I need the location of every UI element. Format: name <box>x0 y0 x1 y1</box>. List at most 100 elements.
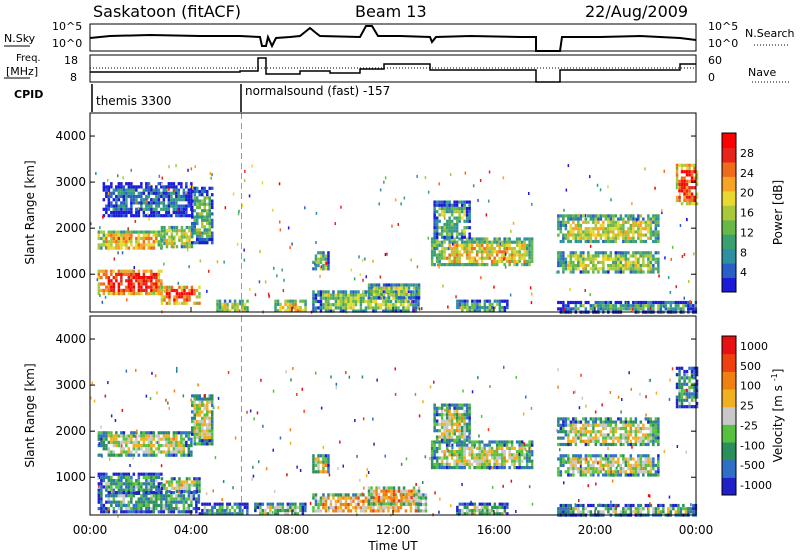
velocity-cell-b1 <box>193 407 196 411</box>
velocity-cell-b3 <box>152 503 156 507</box>
velocity-cell-b2 <box>127 482 131 486</box>
velocity-cell-b8 <box>312 496 315 500</box>
velocity-cell-b12 <box>503 509 507 513</box>
power-cell-b9 <box>344 306 348 310</box>
velocity-cell-b3 <box>130 500 133 504</box>
velocity-cell-b0 <box>115 437 118 441</box>
power-cell-b17 <box>559 307 563 311</box>
velocity-cell-b14 <box>559 430 563 434</box>
velocity-cell-b0 <box>102 431 106 435</box>
power-cell-b14 <box>632 270 635 274</box>
velocity-cell-b0 <box>175 453 178 457</box>
velocity-cell-b1 <box>208 394 211 398</box>
power-cell-b5 <box>140 204 143 208</box>
power-cell-b9 <box>364 293 368 297</box>
power-cell-b13 <box>458 299 462 303</box>
power-cell-b14 <box>574 254 578 258</box>
power-cell-b12 <box>438 200 441 204</box>
power-cell-b2 <box>208 234 211 238</box>
velocity-cell-b10 <box>488 443 491 447</box>
velocity-cell-b11 <box>435 438 439 442</box>
power-cell-b1 <box>178 235 181 239</box>
power-cell-b17 <box>609 307 613 311</box>
power-cell-b14 <box>597 254 600 258</box>
velocity-cell-b3 <box>175 494 178 498</box>
velocity-cell-b13 <box>622 457 625 461</box>
velocity-cell-b13 <box>584 470 588 474</box>
power-cell-b5 <box>140 185 143 189</box>
power-scatter-dot <box>264 280 267 284</box>
power-scatter-dot <box>133 266 135 269</box>
velocity-cell-b10 <box>453 462 456 466</box>
velocity-cell-b14 <box>604 420 608 424</box>
power-cell-b14 <box>557 257 560 261</box>
power-cell-b5 <box>102 185 106 189</box>
power-cell-b5 <box>172 198 176 202</box>
velocity-cell-b8 <box>424 509 428 513</box>
velocity-cell-b14 <box>564 417 568 421</box>
power-cell-b15 <box>614 236 618 240</box>
velocity-cell-b2 <box>127 485 131 489</box>
velocity-cell-b10 <box>445 459 449 463</box>
power-cell-b12 <box>435 219 439 223</box>
power-scatter-dot <box>168 165 170 169</box>
power-cell-b11 <box>498 259 501 263</box>
velocity-cell-b2 <box>142 475 146 479</box>
power-cell-b16 <box>688 198 691 203</box>
velocity-cell-b3 <box>115 494 118 498</box>
power-cell-b14 <box>634 267 638 271</box>
power-cell-b14 <box>652 270 655 274</box>
power-scatter-dot <box>384 176 387 180</box>
power-cell-b0 <box>127 230 131 234</box>
velocity-cell-b1 <box>201 410 204 414</box>
velocity-cell-b9 <box>417 502 421 506</box>
power-cell-b14 <box>564 257 568 261</box>
power-cell-b10 <box>395 293 398 297</box>
velocity-cell-b13 <box>647 473 650 477</box>
power-cell-b11 <box>448 253 451 257</box>
power-cell-b15 <box>602 239 605 244</box>
power-cell-b14 <box>614 257 618 261</box>
power-cell-b6 <box>236 302 239 306</box>
power-cell-b12 <box>455 206 459 211</box>
power-cell-b4 <box>180 292 184 296</box>
power-cell-b10 <box>415 286 418 290</box>
velocity-cell-b13 <box>607 460 610 464</box>
power-cell-b14 <box>569 260 573 264</box>
power-cell-b3 <box>155 282 158 286</box>
velocity-cell-b3 <box>160 500 163 504</box>
power-cell-b3 <box>112 276 116 280</box>
velocity-cell-b0 <box>137 447 141 451</box>
velocity-cell-b0 <box>145 434 148 438</box>
velocity-cell-b5 <box>203 502 207 506</box>
power-cell-b11 <box>503 250 506 254</box>
power-cell-b5 <box>155 188 158 192</box>
velocity-cell-b9 <box>400 492 403 496</box>
power-cell-b11 <box>468 247 471 251</box>
power-scatter-dot <box>589 214 592 218</box>
power-cell-b2 <box>196 237 199 242</box>
velocity-cell-b2 <box>125 485 128 489</box>
velocity-cell-b1 <box>203 432 206 436</box>
velocity-cell-b3 <box>132 507 136 511</box>
velocity-cell-b1 <box>193 419 196 424</box>
velocity-cell-b3 <box>192 494 196 498</box>
velocity-cell-b12 <box>473 502 477 506</box>
power-cell-b0 <box>102 233 106 237</box>
power-cell-b2 <box>211 241 214 245</box>
velocity-cell-b3 <box>182 507 186 511</box>
power-cell-b0 <box>115 243 118 247</box>
velocity-cell-b13 <box>582 457 585 461</box>
power-cell-b17 <box>674 300 678 305</box>
power-cell-b15 <box>629 217 633 221</box>
power-cell-b5 <box>190 204 193 208</box>
velocity-cell-b0 <box>122 447 126 451</box>
velocity-cell-b9 <box>372 489 376 493</box>
power-cell-b11 <box>445 256 449 260</box>
velocity-cell-b2 <box>112 482 116 486</box>
velocity-cell-b13 <box>627 460 630 464</box>
power-cell-b2 <box>196 186 199 190</box>
power-cell-b6 <box>246 299 249 303</box>
power-cell-b12 <box>465 219 469 223</box>
